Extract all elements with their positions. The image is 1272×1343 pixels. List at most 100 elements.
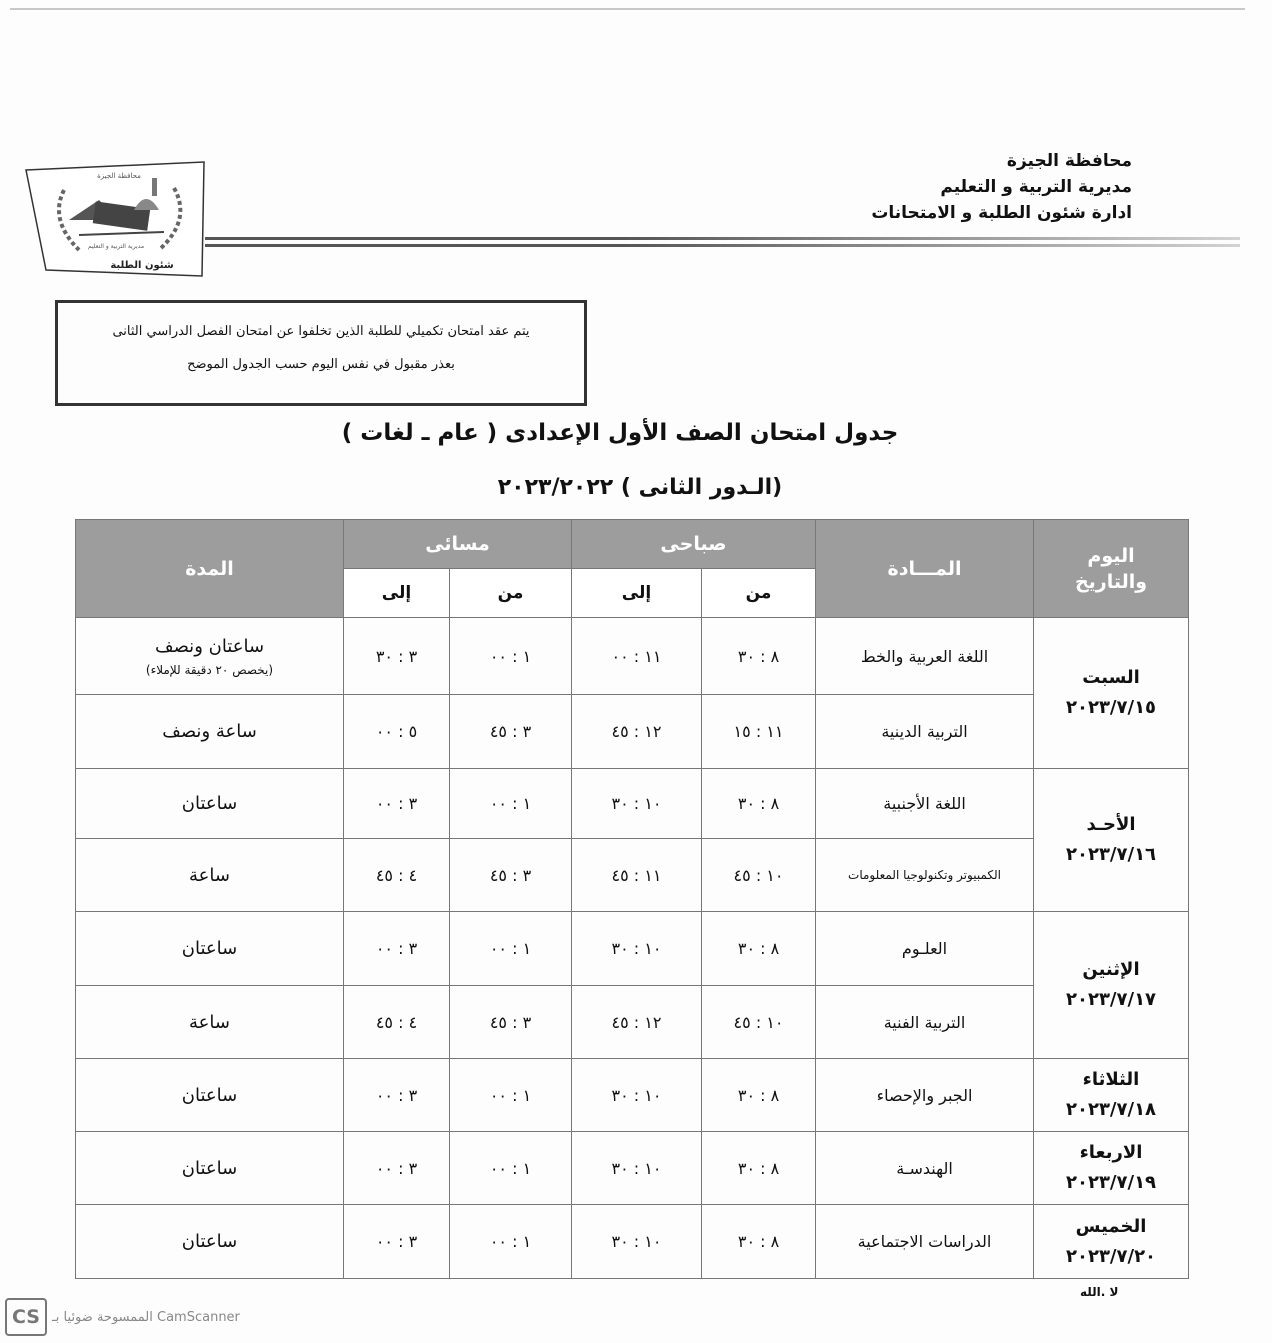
header-evening: مسائى (343, 519, 572, 569)
subject-cell: الكمبيوتر وتكنولوجيا المعلومات (815, 838, 1035, 912)
department: ادارة شئون الطلبة و الامتحانات (871, 203, 1132, 223)
day-name: الثلاثاء (1082, 1069, 1140, 1090)
header-evening-from: من (449, 568, 572, 618)
governorate: محافظة الجيزة (1006, 151, 1132, 171)
morning-to-cell: ١١ : ٠٠ (570, 617, 703, 695)
evening-to-cell: ٣ : ٠٠ (343, 1204, 450, 1279)
morning-to-cell: ١٠ : ٣٠ (570, 768, 703, 839)
evening-from-cell: ١ : ٠٠ (449, 617, 572, 695)
schedule-body: السبت ٢٠٢٣/٧/١٥ اللغة العربية والخط ٨ : ٣… (75, 617, 1190, 1279)
duration-cell: ساعتان (75, 1204, 344, 1279)
camscanner-logo: CS (5, 1298, 47, 1336)
duration-cell: ساعتان (75, 768, 344, 839)
exam-schedule-table: اليوم والتاريخ المـــادة صباحى مسائى الم… (75, 519, 1190, 1279)
header-evening-to: إلى (343, 568, 450, 618)
morning-from-cell: ٨ : ٣٠ (701, 911, 817, 986)
duration-value: ساعتان (181, 1084, 238, 1106)
subject-cell: اللغة العربية والخط (815, 617, 1035, 695)
morning-to-cell: ١١ : ٤٥ (570, 838, 703, 912)
duration-cell: ساعتان (75, 1131, 344, 1205)
evening-from-cell: ٣ : ٤٥ (449, 985, 572, 1059)
duration-value: ساعة ونصف (162, 721, 257, 742)
day-cell: الثلاثاء ٢٠٢٣/٧/١٨ (1033, 1058, 1190, 1132)
evening-from-cell: ١ : ٠٠ (449, 1204, 572, 1279)
duration-value: ساعتان (181, 1231, 238, 1252)
day-date: ٢٠٢٣/٧/١٥ (1065, 697, 1157, 718)
day-cell: الإثنين ٢٠٢٣/٧/١٧ (1033, 911, 1190, 1059)
notice-line-2: بعذر مقبول في نفس اليوم حسب الجدول الموض… (187, 357, 455, 372)
duration-value: ساعة (189, 864, 230, 886)
morning-to-cell: ١٠ : ٣٠ (570, 1131, 703, 1205)
table-row: الاربعاء ٢٠٢٣/٧/١٩ الهندسـة ٨ : ٣٠ ١٠ : ٣… (75, 1131, 1190, 1205)
document-subtitle: (الـدور الثانى ) ٢٠٢٣/٢٠٢٢ (497, 475, 783, 500)
evening-from-cell: ١ : ٠٠ (449, 1131, 572, 1205)
header-morning-from: من (701, 568, 817, 618)
svg-text:مديرية التربية و التعليم: مديرية التربية و التعليم (88, 243, 144, 250)
evening-from-cell: ١ : ٠٠ (449, 768, 572, 839)
day-name: الخميس (1075, 1215, 1147, 1237)
svg-text:شئون الطلبة: شئون الطلبة (110, 260, 174, 271)
duration-value: ساعة (189, 1011, 230, 1033)
subject-cell: اللغة الأجنبية (815, 768, 1035, 839)
day-name: السبت (1082, 667, 1140, 688)
directorate: مديرية التربية و التعليم (940, 177, 1132, 197)
morning-to-cell: ١٢ : ٤٥ (570, 985, 703, 1059)
day-cell: الخميس ٢٠٢٣/٧/٢٠ (1033, 1204, 1190, 1279)
day-date: ٢٠٢٣/٧/١٩ (1065, 1172, 1157, 1193)
camscanner-label: الممسوحة ضوئيا بـ CamScanner (52, 1310, 240, 1325)
logo-text: محافظة الجيزة (97, 172, 141, 180)
header-divider (205, 237, 1240, 247)
duration-cell: ساعة (75, 838, 344, 912)
evening-to-cell: ٥ : ٠٠ (343, 694, 450, 769)
morning-from-cell: ١٠ : ٤٥ (701, 838, 817, 912)
duration-value: ساعتان (181, 1157, 238, 1179)
table-row: الأحـد ٢٠٢٣/٧/١٦ اللغة الأجنبية ٨ : ٣٠ ١٠… (75, 768, 1190, 912)
duration-note: (يخصص ٢٠ دقيقة للإملاء) (145, 662, 274, 677)
table-row: الثلاثاء ٢٠٢٣/٧/١٨ الجبر والإحصاء ٨ : ٣٠ … (75, 1058, 1190, 1132)
duration-value: ساعتان (181, 938, 238, 959)
directorate-logo: محافظة الجيزة مديرية التربية و التعليم ش… (25, 161, 205, 277)
morning-to-cell: ١٠ : ٣٠ (570, 1204, 703, 1279)
day-date: ٢٠٢٣/٧/١٨ (1065, 1099, 1157, 1120)
evening-from-cell: ١ : ٠٠ (449, 911, 572, 986)
morning-from-cell: ١١ : ١٥ (701, 694, 817, 769)
document-title: جدول امتحان الصف الأول الإعدادى ( عام ـ … (341, 420, 899, 446)
subject-cell: التربية الفنية (815, 985, 1035, 1059)
morning-from-cell: ٨ : ٣٠ (701, 768, 817, 839)
notice-line-1: يتم عقد امتحان تكميلي للطلبة الذين تخلفو… (112, 324, 530, 339)
duration-value: ساعتان ونصف (154, 635, 265, 657)
morning-from-cell: ١٠ : ٤٥ (701, 985, 817, 1059)
header-morning-to: إلى (570, 568, 703, 618)
day-date: ٢٠٢٣/٧/١٧ (1065, 989, 1157, 1010)
table-row: الإثنين ٢٠٢٣/٧/١٧ العلـوم ٨ : ٣٠ ١٠ : ٣٠ … (75, 911, 1190, 1059)
notice-box: يتم عقد امتحان تكميلي للطلبة الذين تخلفو… (55, 300, 587, 406)
morning-to-cell: ١٠ : ٣٠ (570, 911, 703, 986)
evening-from-cell: ٣ : ٤٥ (449, 694, 572, 769)
duration-cell: ساعة ونصف (75, 694, 344, 769)
header-duration: المدة (75, 519, 344, 618)
day-name: الاربعاء (1079, 1142, 1143, 1163)
subject-cell: التربية الدينية (815, 694, 1035, 769)
duration-cell: ساعة (75, 985, 344, 1059)
header-day: اليوم والتاريخ (1033, 519, 1190, 618)
morning-from-cell: ٨ : ٣٠ (701, 617, 817, 695)
evening-from-cell: ٣ : ٤٥ (449, 838, 572, 912)
day-cell: السبت ٢٠٢٣/٧/١٥ (1033, 617, 1190, 769)
table-row: التربية الدينية ١١ : ١٥ ١٢ : ٤٥ ٣ : ٤٥ ٥… (75, 694, 1189, 769)
header-morning: صباحى (570, 519, 817, 569)
morning-from-cell: ٨ : ٣٠ (701, 1204, 817, 1279)
evening-to-cell: ٣ : ٠٠ (343, 911, 450, 986)
letterhead: محافظة الجيزة مديرية التربية و التعليم ا… (871, 148, 1132, 226)
evening-from-cell: ١ : ٠٠ (449, 1058, 572, 1132)
duration-cell: ساعتان (75, 1058, 344, 1132)
evening-to-cell: ٣ : ٠٠ (343, 768, 450, 839)
evening-to-cell: ٣ : ٠٠ (343, 1058, 450, 1132)
subject-cell: الجبر والإحصاء (815, 1058, 1035, 1132)
evening-to-cell: ٣ : ٣٠ (343, 617, 450, 695)
day-name: الأحـد (1086, 814, 1136, 835)
day-date: ٢٠٢٣/٧/٢٠ (1065, 1245, 1157, 1267)
day-cell: الاربعاء ٢٠٢٣/٧/١٩ (1033, 1131, 1190, 1205)
subject-cell: العلـوم (815, 911, 1035, 986)
table-row: التربية الفنية ١٠ : ٤٥ ١٢ : ٤٥ ٣ : ٤٥ ٤ … (75, 985, 1189, 1059)
